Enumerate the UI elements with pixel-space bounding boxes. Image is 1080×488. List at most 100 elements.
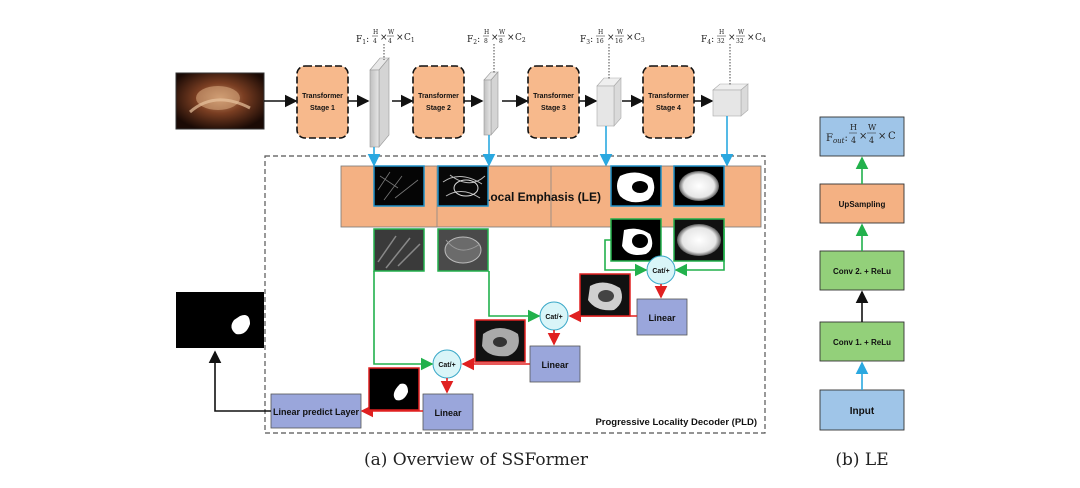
conv2-box: Conv 2. + ReLu: [819, 250, 905, 291]
svg-text:H: H: [484, 29, 489, 36]
feature-label-f1: F1: H 4 × W 4 × C1: [356, 29, 415, 46]
le-feature-thumb-3: [610, 165, 662, 207]
input-image: [175, 72, 265, 130]
svg-text:4: 4: [388, 38, 392, 45]
pld-container: [264, 155, 766, 434]
svg-text:C1: C1: [404, 33, 415, 44]
feature-slab-f4: [712, 83, 749, 117]
svg-text:×: ×: [878, 131, 886, 142]
svg-text:×: ×: [396, 33, 404, 43]
svg-text:Cat/+: Cat/+: [652, 268, 669, 275]
stage-3-line1: Transformer: [533, 93, 574, 100]
linear-predict-layer: Linear predict Layer: [270, 393, 362, 429]
stage-box-3: Transformer Stage 3: [527, 65, 580, 139]
svg-text:Input: Input: [850, 406, 875, 417]
caption-le: (b) LE: [835, 450, 888, 470]
svg-text:4: 4: [869, 136, 874, 145]
conv1-box: Conv 1. + ReLu: [819, 321, 905, 362]
svg-text:Linear predict Layer: Linear predict Layer: [273, 407, 360, 417]
svg-text:Cat/+: Cat/+: [438, 362, 455, 369]
svg-text:H: H: [373, 29, 378, 36]
svg-text:Cat/+: Cat/+: [545, 314, 562, 321]
svg-text:16: 16: [615, 38, 623, 45]
stage-1-line1: Transformer: [302, 93, 343, 100]
svg-text:F2:: F2:: [467, 35, 480, 46]
cat-node-2: Cat/+: [539, 301, 569, 331]
arrow-le4-cat1: [674, 229, 725, 277]
linear-box-1: Linear: [636, 298, 688, 336]
le-feature-thumb-4: [673, 165, 725, 207]
le-feature-thumb-1: [373, 165, 425, 207]
svg-text:Linear: Linear: [434, 408, 462, 418]
le-output-thumb-3: [610, 218, 662, 262]
linear-box-2: Linear: [529, 345, 581, 383]
svg-text:H: H: [598, 29, 603, 36]
stage-box-2: Transformer Stage 2: [412, 65, 465, 139]
svg-text:4: 4: [851, 136, 856, 145]
svg-text:W: W: [738, 29, 745, 36]
svg-text:C4: C4: [755, 33, 766, 44]
svg-text:F3:: F3:: [580, 35, 593, 46]
stage-4-line2: Stage 4: [656, 105, 681, 112]
svg-text:×: ×: [380, 33, 388, 43]
feature-label-f2: F2: H 8 × W 8 × C2: [467, 29, 526, 46]
mask-thumb-2: [474, 319, 526, 363]
le-output-thumb-4: [673, 218, 725, 262]
le-label: Local Emphasis (LE): [483, 190, 601, 204]
svg-text:W: W: [499, 29, 506, 36]
stage-1-line2: Stage 1: [310, 105, 335, 112]
feature-slab-f2: [483, 71, 499, 136]
le-output-thumb-2: [437, 228, 489, 272]
svg-text:×: ×: [491, 33, 499, 43]
le-feature-thumb-2: [437, 165, 489, 207]
stage-box-4: Transformer Stage 4: [642, 65, 695, 139]
svg-text:×: ×: [728, 33, 736, 43]
svg-text:8: 8: [499, 38, 503, 45]
cat-node-1: Cat/+: [646, 255, 676, 285]
arrow-predict-output: [208, 350, 271, 412]
le-output-thumb-1: [373, 228, 425, 272]
stage-box-1: Transformer Stage 1: [296, 65, 349, 139]
svg-text:Fout:: Fout:: [826, 133, 848, 145]
svg-text:UpSampling: UpSampling: [839, 200, 886, 209]
svg-text:32: 32: [736, 38, 744, 45]
pld-label: Progressive Locality Decoder (PLD): [595, 417, 757, 428]
svg-text:32: 32: [717, 38, 725, 45]
svg-text:×: ×: [507, 33, 515, 43]
feature-label-f4: F4: H 32 × W 32 × C4: [701, 29, 766, 46]
arrow-le2-cat2: [488, 271, 541, 323]
svg-text:W: W: [388, 29, 395, 36]
svg-text:W: W: [868, 123, 877, 132]
feature-label-f3: F3: H 16 × W 16 × C3: [580, 29, 645, 46]
arrow-le1-cat3: [373, 271, 434, 371]
svg-text:4: 4: [373, 38, 377, 45]
svg-text:×: ×: [747, 33, 755, 43]
svg-text:H: H: [850, 123, 857, 132]
stage-3-line2: Stage 3: [541, 105, 566, 112]
svg-text:C3: C3: [634, 33, 645, 44]
le-input-box: Input: [819, 389, 905, 431]
feature-slab-f3: [596, 77, 622, 127]
svg-text:×: ×: [859, 131, 867, 142]
svg-text:W: W: [617, 29, 624, 36]
cat-node-3: Cat/+: [432, 349, 462, 379]
svg-text:F4:: F4:: [701, 35, 714, 46]
mask-thumb-1: [579, 273, 631, 317]
stage-4-line1: Transformer: [648, 93, 689, 100]
arrow-le3-cat1: [604, 239, 648, 277]
svg-text:H: H: [719, 29, 724, 36]
svg-text:C2: C2: [515, 33, 526, 44]
feature-slab-f1: [369, 57, 390, 148]
svg-text:F1:: F1:: [356, 35, 369, 46]
svg-text:Conv 2. + ReLu: Conv 2. + ReLu: [833, 267, 891, 276]
svg-text:16: 16: [596, 38, 604, 45]
svg-text:C: C: [888, 131, 896, 142]
linear-box-3: Linear: [422, 393, 474, 431]
stage-2-line1: Transformer: [418, 93, 459, 100]
svg-text:×: ×: [607, 33, 615, 43]
stage-2-line2: Stage 2: [426, 105, 451, 112]
output-mask: [176, 292, 264, 348]
caption-overview: (a) Overview of SSFormer: [364, 450, 589, 470]
upsampling-box: UpSampling: [819, 183, 905, 224]
